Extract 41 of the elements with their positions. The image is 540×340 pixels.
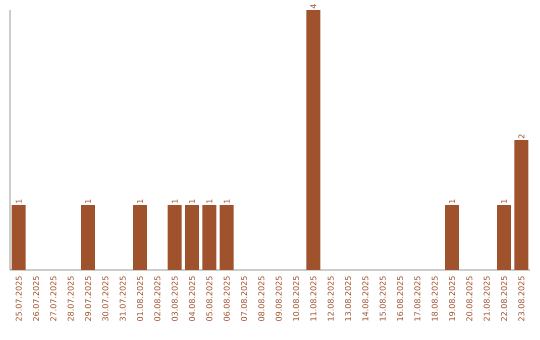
data-label: 1 xyxy=(449,199,455,203)
x-tick-label: 29.07.2025 xyxy=(84,276,92,321)
data-label: 1 xyxy=(224,199,230,203)
x-tick-label: 22.08.2025 xyxy=(500,276,508,321)
x-tick-label: 23.08.2025 xyxy=(518,276,524,321)
x-tick-label: 28.07.2025 xyxy=(68,276,74,321)
x-tick-label: 16.08.2025 xyxy=(396,276,404,321)
data-label: 1 xyxy=(137,199,143,203)
x-tick-label: 11.08.2025 xyxy=(310,276,316,321)
data-label: 1 xyxy=(85,199,91,203)
x-tick-label: 07.08.2025 xyxy=(240,276,248,321)
x-tick-label: 25.07.2025 xyxy=(16,276,22,321)
data-label: 1 xyxy=(501,199,507,203)
data-label: 2 xyxy=(518,134,524,138)
x-tick-label: 14.08.2025 xyxy=(362,276,368,321)
x-tick-label: 06.08.2025 xyxy=(224,276,230,321)
x-tick-label: 13.08.2025 xyxy=(344,276,352,321)
x-tick-label: 31.07.2025 xyxy=(120,276,126,321)
x-tick-label: 10.08.2025 xyxy=(292,276,300,321)
x-tick-label: 02.08.2025 xyxy=(154,276,160,321)
data-label: 4 xyxy=(310,4,316,8)
x-tick-label: 27.07.2025 xyxy=(50,276,56,321)
x-tick-label: 08.08.2025 xyxy=(258,276,264,321)
x-tick-label: 21.08.2025 xyxy=(484,276,490,321)
x-tick-label: 09.08.2025 xyxy=(276,276,282,321)
data-label: 1 xyxy=(189,199,195,203)
x-tick-label: 04.08.2025 xyxy=(188,276,196,321)
data-label: 1 xyxy=(172,199,178,203)
x-tick-label: 15.08.2025 xyxy=(380,276,386,321)
x-tick-label: 12.08.2025 xyxy=(328,276,334,321)
x-tick-label: 30.07.2025 xyxy=(102,276,108,321)
x-tick-label: 19.08.2025 xyxy=(448,276,456,321)
x-tick-label: 18.08.2025 xyxy=(432,276,438,321)
x-tick-label: 05.08.2025 xyxy=(206,276,212,321)
x-tick-label: 01.08.2025 xyxy=(136,276,144,321)
x-tick-label: 17.08.2025 xyxy=(414,276,420,321)
x-tick-label: 03.08.2025 xyxy=(172,276,178,321)
x-tick-label: 20.08.2025 xyxy=(466,276,472,321)
x-tick-label: 26.07.2025 xyxy=(32,276,40,321)
data-label: 1 xyxy=(16,199,22,203)
data-label: 1 xyxy=(206,199,212,203)
